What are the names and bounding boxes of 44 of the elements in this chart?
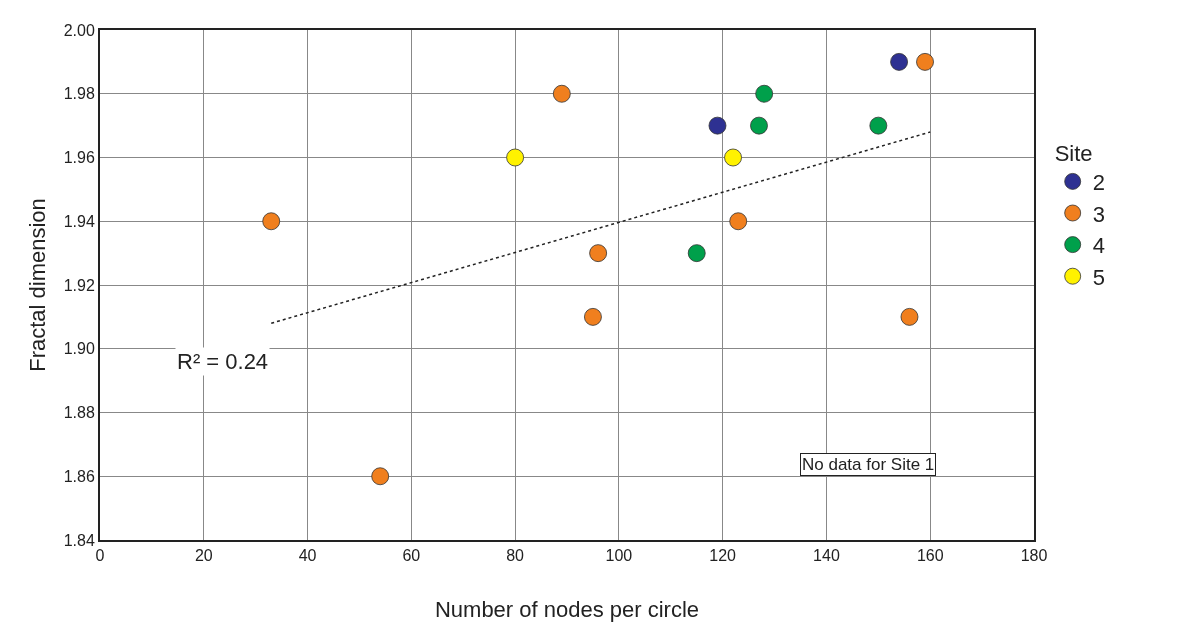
point [755, 84, 774, 103]
y-tick-label: 1.90 [63, 340, 95, 358]
legend-title: Site [1054, 140, 1093, 166]
legend-label: 4 [1092, 233, 1105, 259]
x-tick-label: 160 [916, 547, 944, 565]
annotation: No data for Site 1 [802, 455, 935, 474]
point [584, 307, 602, 326]
y-axis-title: Fractal dimension [25, 198, 50, 372]
x-tick-label: 40 [298, 547, 317, 565]
point [262, 212, 281, 231]
point [552, 84, 571, 103]
point [708, 116, 727, 135]
point [589, 244, 608, 263]
y-tick-label: 1.96 [63, 149, 95, 167]
y-tick-label: 1.94 [63, 212, 95, 230]
x-tick-label: 180 [1020, 547, 1048, 565]
legend-label: 3 [1092, 201, 1105, 227]
y-tick-label: 1.84 [63, 531, 95, 549]
x-tick-label: 140 [813, 547, 840, 565]
point [916, 52, 934, 71]
legend-label: 5 [1092, 264, 1105, 290]
x-tick-label: 60 [402, 547, 421, 565]
x-tick-label: 20 [194, 547, 213, 565]
point [729, 212, 748, 231]
legend-label: 2 [1092, 169, 1105, 195]
point [506, 148, 525, 167]
y-tick-label: 1.98 [63, 85, 95, 103]
point [869, 116, 888, 135]
point [890, 52, 908, 71]
point [724, 148, 742, 167]
point [687, 244, 706, 263]
annotation: R² = 0.24 [177, 349, 269, 374]
x-axis-title: Number of nodes per circle [434, 597, 700, 622]
x-tick-label: 120 [709, 547, 737, 565]
point [371, 467, 390, 486]
y-tick-label: 2.00 [63, 21, 95, 39]
y-tick-label: 1.88 [63, 404, 95, 422]
point [900, 307, 919, 326]
point [750, 116, 768, 135]
x-tick-label: 80 [506, 547, 525, 565]
x-tick-label: 0 [95, 547, 105, 565]
x-tick-label: 100 [605, 547, 633, 565]
y-tick-label: 1.86 [63, 467, 95, 485]
y-tick-label: 1.92 [63, 276, 95, 294]
